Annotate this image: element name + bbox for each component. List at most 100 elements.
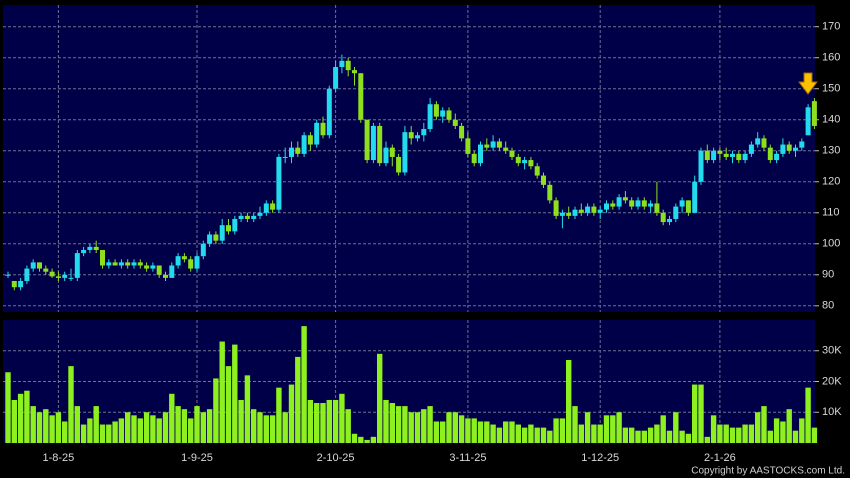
candle-body bbox=[30, 262, 36, 269]
candle-body bbox=[24, 268, 30, 281]
volume-bar bbox=[232, 344, 238, 443]
candle-body bbox=[433, 104, 439, 117]
candle-body bbox=[263, 203, 269, 213]
volume-bar bbox=[559, 418, 566, 443]
volume-bar bbox=[717, 424, 723, 443]
volume-bar bbox=[692, 384, 698, 443]
candle-body bbox=[559, 212, 565, 216]
volume-bar bbox=[17, 393, 24, 443]
candle-body bbox=[276, 156, 282, 210]
candle-body bbox=[226, 225, 231, 232]
candle-body bbox=[118, 262, 124, 266]
candle-body bbox=[169, 265, 175, 278]
candle-body bbox=[547, 184, 553, 201]
volume-bar bbox=[414, 412, 421, 443]
candle-body bbox=[402, 132, 408, 173]
volume-bar bbox=[238, 399, 244, 443]
arrow-icon bbox=[798, 72, 818, 95]
candle-body bbox=[131, 262, 137, 266]
x-tick-label: 2-10-25 bbox=[317, 452, 355, 464]
volume-bar bbox=[213, 378, 219, 443]
candle-body bbox=[213, 234, 219, 241]
volume-bar bbox=[471, 418, 477, 443]
volume-bar bbox=[137, 418, 143, 443]
candle-body bbox=[18, 280, 24, 288]
x-tick-label: 1-12-25 bbox=[581, 452, 619, 464]
candle-body bbox=[585, 206, 591, 213]
candle-body bbox=[685, 200, 691, 213]
volume-bar bbox=[698, 384, 704, 443]
volume-bar bbox=[11, 399, 17, 443]
volume-bar bbox=[106, 424, 112, 443]
candle-body bbox=[717, 150, 723, 154]
volume-bar bbox=[358, 436, 364, 443]
volume-bar bbox=[521, 427, 528, 443]
volume-bar bbox=[786, 409, 792, 443]
volume-bar bbox=[200, 412, 206, 443]
volume-bar bbox=[62, 421, 68, 443]
volume-bar bbox=[534, 427, 540, 443]
volume-bar bbox=[402, 406, 408, 443]
candle-body bbox=[805, 107, 811, 136]
candle-body bbox=[408, 132, 414, 139]
candle-body bbox=[150, 265, 156, 269]
candle-body bbox=[528, 160, 534, 167]
candle-body bbox=[295, 147, 301, 154]
volume-bar bbox=[251, 409, 257, 443]
candle-body bbox=[68, 277, 74, 279]
volume-bar bbox=[484, 421, 490, 443]
volume-bar bbox=[156, 418, 162, 443]
y-tick-label: 110 bbox=[822, 207, 840, 219]
candle-body bbox=[163, 274, 168, 278]
volume-bar bbox=[578, 424, 584, 443]
volume-bar bbox=[408, 412, 414, 443]
candle-body bbox=[660, 212, 666, 223]
candle-body bbox=[377, 125, 383, 164]
volume-bar bbox=[603, 415, 610, 443]
y-tick-label: 150 bbox=[822, 83, 840, 95]
candle-body bbox=[522, 160, 528, 164]
copyright: Copyright by AASTOCKS.com Ltd. bbox=[691, 466, 845, 477]
volume-bar bbox=[679, 430, 685, 443]
volume-bar bbox=[30, 406, 36, 443]
candle-body bbox=[144, 265, 150, 269]
candle-body bbox=[541, 175, 546, 185]
candle-body bbox=[793, 147, 798, 151]
volume-bar bbox=[799, 418, 805, 443]
candle-body bbox=[301, 135, 307, 154]
volume-bar bbox=[225, 366, 232, 443]
candle-body bbox=[415, 135, 420, 139]
candle-body bbox=[49, 271, 55, 277]
volume-bar bbox=[43, 409, 49, 443]
volume-bar bbox=[433, 421, 440, 443]
price-panel bbox=[3, 5, 815, 312]
x-tick-label: 1-8-25 bbox=[43, 452, 75, 464]
volume-bar bbox=[74, 406, 80, 443]
candle-body bbox=[673, 206, 679, 219]
volume-bar bbox=[282, 412, 288, 443]
volume-bar bbox=[332, 399, 339, 443]
volume-bar bbox=[125, 412, 131, 443]
volume-bar bbox=[112, 421, 118, 443]
volume-bar bbox=[326, 399, 332, 443]
volume-bar bbox=[566, 359, 572, 443]
candle-body bbox=[610, 203, 616, 207]
volume-bar bbox=[383, 399, 389, 443]
candle-body bbox=[421, 129, 427, 136]
volume-bar bbox=[660, 415, 666, 443]
y-tick-label: 80 bbox=[822, 300, 834, 312]
candle-body bbox=[553, 200, 559, 216]
volume-bar bbox=[736, 427, 742, 443]
candle-body bbox=[786, 144, 792, 151]
volume-bar bbox=[528, 424, 534, 443]
candle-body bbox=[452, 119, 458, 126]
volume-bar bbox=[288, 384, 295, 443]
candle-body bbox=[270, 203, 276, 210]
volume-bar bbox=[673, 412, 679, 443]
candle-body bbox=[440, 110, 446, 117]
volume-bar bbox=[723, 424, 729, 443]
volume-bar bbox=[276, 387, 282, 443]
candle-body bbox=[200, 243, 206, 257]
